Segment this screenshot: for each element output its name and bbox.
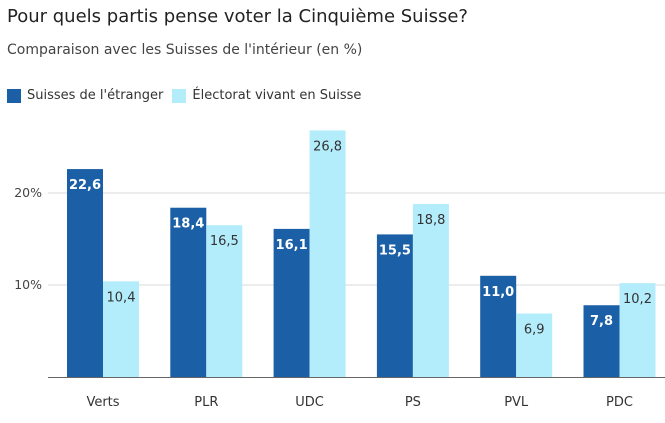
- data-label: 7,8: [590, 314, 613, 329]
- bar-etranger-udc: [273, 228, 310, 377]
- y-tick-label: 10%: [14, 277, 42, 292]
- bar-suisse-verts: [103, 281, 139, 377]
- data-label: 18,4: [172, 217, 204, 232]
- legend-item-suisse[interactable]: Électorat vivant en Suisse: [172, 88, 361, 103]
- chart-title: Pour quels partis pense voter la Cinquiè…: [7, 6, 468, 27]
- data-label: 18,8: [416, 213, 445, 228]
- bar-suisse-pdc: [619, 283, 656, 377]
- bar-suisse-ps: [412, 204, 449, 377]
- chart-subtitle: Comparaison avec les Suisses de l'intéri…: [7, 42, 363, 58]
- data-label: 16,1: [276, 238, 308, 253]
- x-tick-label-plr: PLR: [194, 395, 218, 410]
- bar-etranger-plr: [170, 207, 207, 377]
- bar-etranger-pdc: [583, 305, 620, 377]
- bar-suisse-pvl: [516, 313, 553, 377]
- bar-suisse-udc: [309, 130, 346, 377]
- bar-etranger-pvl: [480, 275, 517, 377]
- bar-etranger-verts: [67, 169, 103, 377]
- data-label: 22,6: [69, 178, 101, 193]
- data-label: 10,2: [623, 292, 652, 307]
- x-tick-label-verts: Verts: [86, 395, 119, 410]
- legend-swatch-etranger: [7, 88, 21, 103]
- x-tick-label-udc: UDC: [295, 395, 324, 410]
- y-tick-label: 20%: [14, 185, 42, 200]
- x-tick-label-pdc: PDC: [606, 395, 633, 410]
- data-label: 16,5: [210, 234, 239, 249]
- x-tick-label-ps: PS: [405, 395, 421, 410]
- data-label: 26,8: [313, 139, 342, 154]
- x-tick-label-pvl: PVL: [504, 395, 529, 410]
- legend-item-etranger[interactable]: Suisses de l'étranger: [7, 88, 163, 103]
- data-label: 6,9: [524, 323, 545, 338]
- data-label: 10,4: [107, 290, 136, 305]
- legend-swatch-suisse: [172, 88, 187, 103]
- legend-label-etranger: Suisses de l'étranger: [27, 88, 164, 103]
- legend-label-suisse: Électorat vivant en Suisse: [192, 88, 362, 103]
- bar-suisse-plr: [206, 225, 243, 377]
- legend: Suisses de l'étranger Électorat vivant e…: [7, 88, 370, 103]
- bar-etranger-ps: [376, 234, 413, 377]
- data-label: 11,0: [482, 285, 514, 300]
- data-label: 15,5: [379, 243, 411, 258]
